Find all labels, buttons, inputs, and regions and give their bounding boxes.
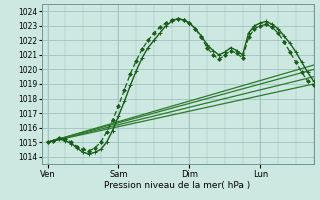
- X-axis label: Pression niveau de la mer( hPa ): Pression niveau de la mer( hPa ): [104, 181, 251, 190]
